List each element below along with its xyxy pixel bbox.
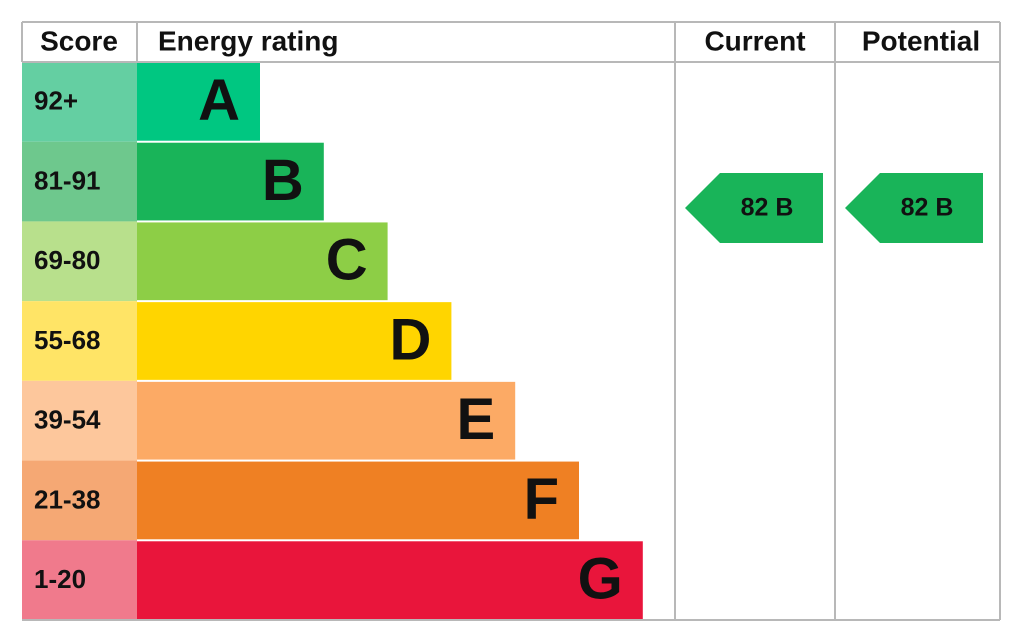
rating-letter: G (578, 546, 623, 611)
current-label: 82 B (741, 194, 794, 222)
score-range: 81-91 (34, 165, 101, 195)
rating-letter: D (390, 307, 432, 372)
potential-indicator (845, 173, 983, 243)
score-cell (22, 540, 137, 620)
rating-letter: B (262, 148, 304, 213)
rating-letter: E (457, 387, 496, 452)
rating-bar (137, 142, 324, 221)
rows: 92+ A 81-91 B 69-80 C 55-68 D 39-54 E 21-38 F 1-20 G (22, 62, 643, 620)
score-range: 69-80 (34, 245, 101, 275)
score-range: 39-54 (34, 405, 101, 435)
current-indicator (685, 173, 823, 243)
score-cell (22, 380, 137, 461)
rating-bar (137, 381, 516, 460)
rating-bar (137, 461, 579, 540)
rating-bar (137, 302, 452, 380)
score-cell (22, 301, 137, 381)
potential-label: 82 B (901, 194, 954, 222)
score-range: 21-38 (34, 484, 101, 514)
score-range: 92+ (34, 86, 78, 116)
header-current: Current (704, 25, 805, 56)
score-cell (22, 141, 137, 222)
rating-bar (137, 541, 643, 619)
rating-letter: F (524, 467, 559, 532)
score-range: 55-68 (34, 325, 101, 355)
score-cell (22, 221, 137, 302)
score-range: 1-20 (34, 564, 86, 594)
rating-letter: A (198, 68, 240, 133)
rating-bar (137, 63, 260, 141)
score-cell (22, 62, 137, 142)
score-cell (22, 460, 137, 541)
header-score: Score (40, 25, 118, 56)
header-potential: Potential (862, 25, 980, 56)
rating-bar (137, 222, 388, 301)
header-rating: Energy rating (158, 25, 338, 56)
rating-letter: C (326, 228, 368, 293)
